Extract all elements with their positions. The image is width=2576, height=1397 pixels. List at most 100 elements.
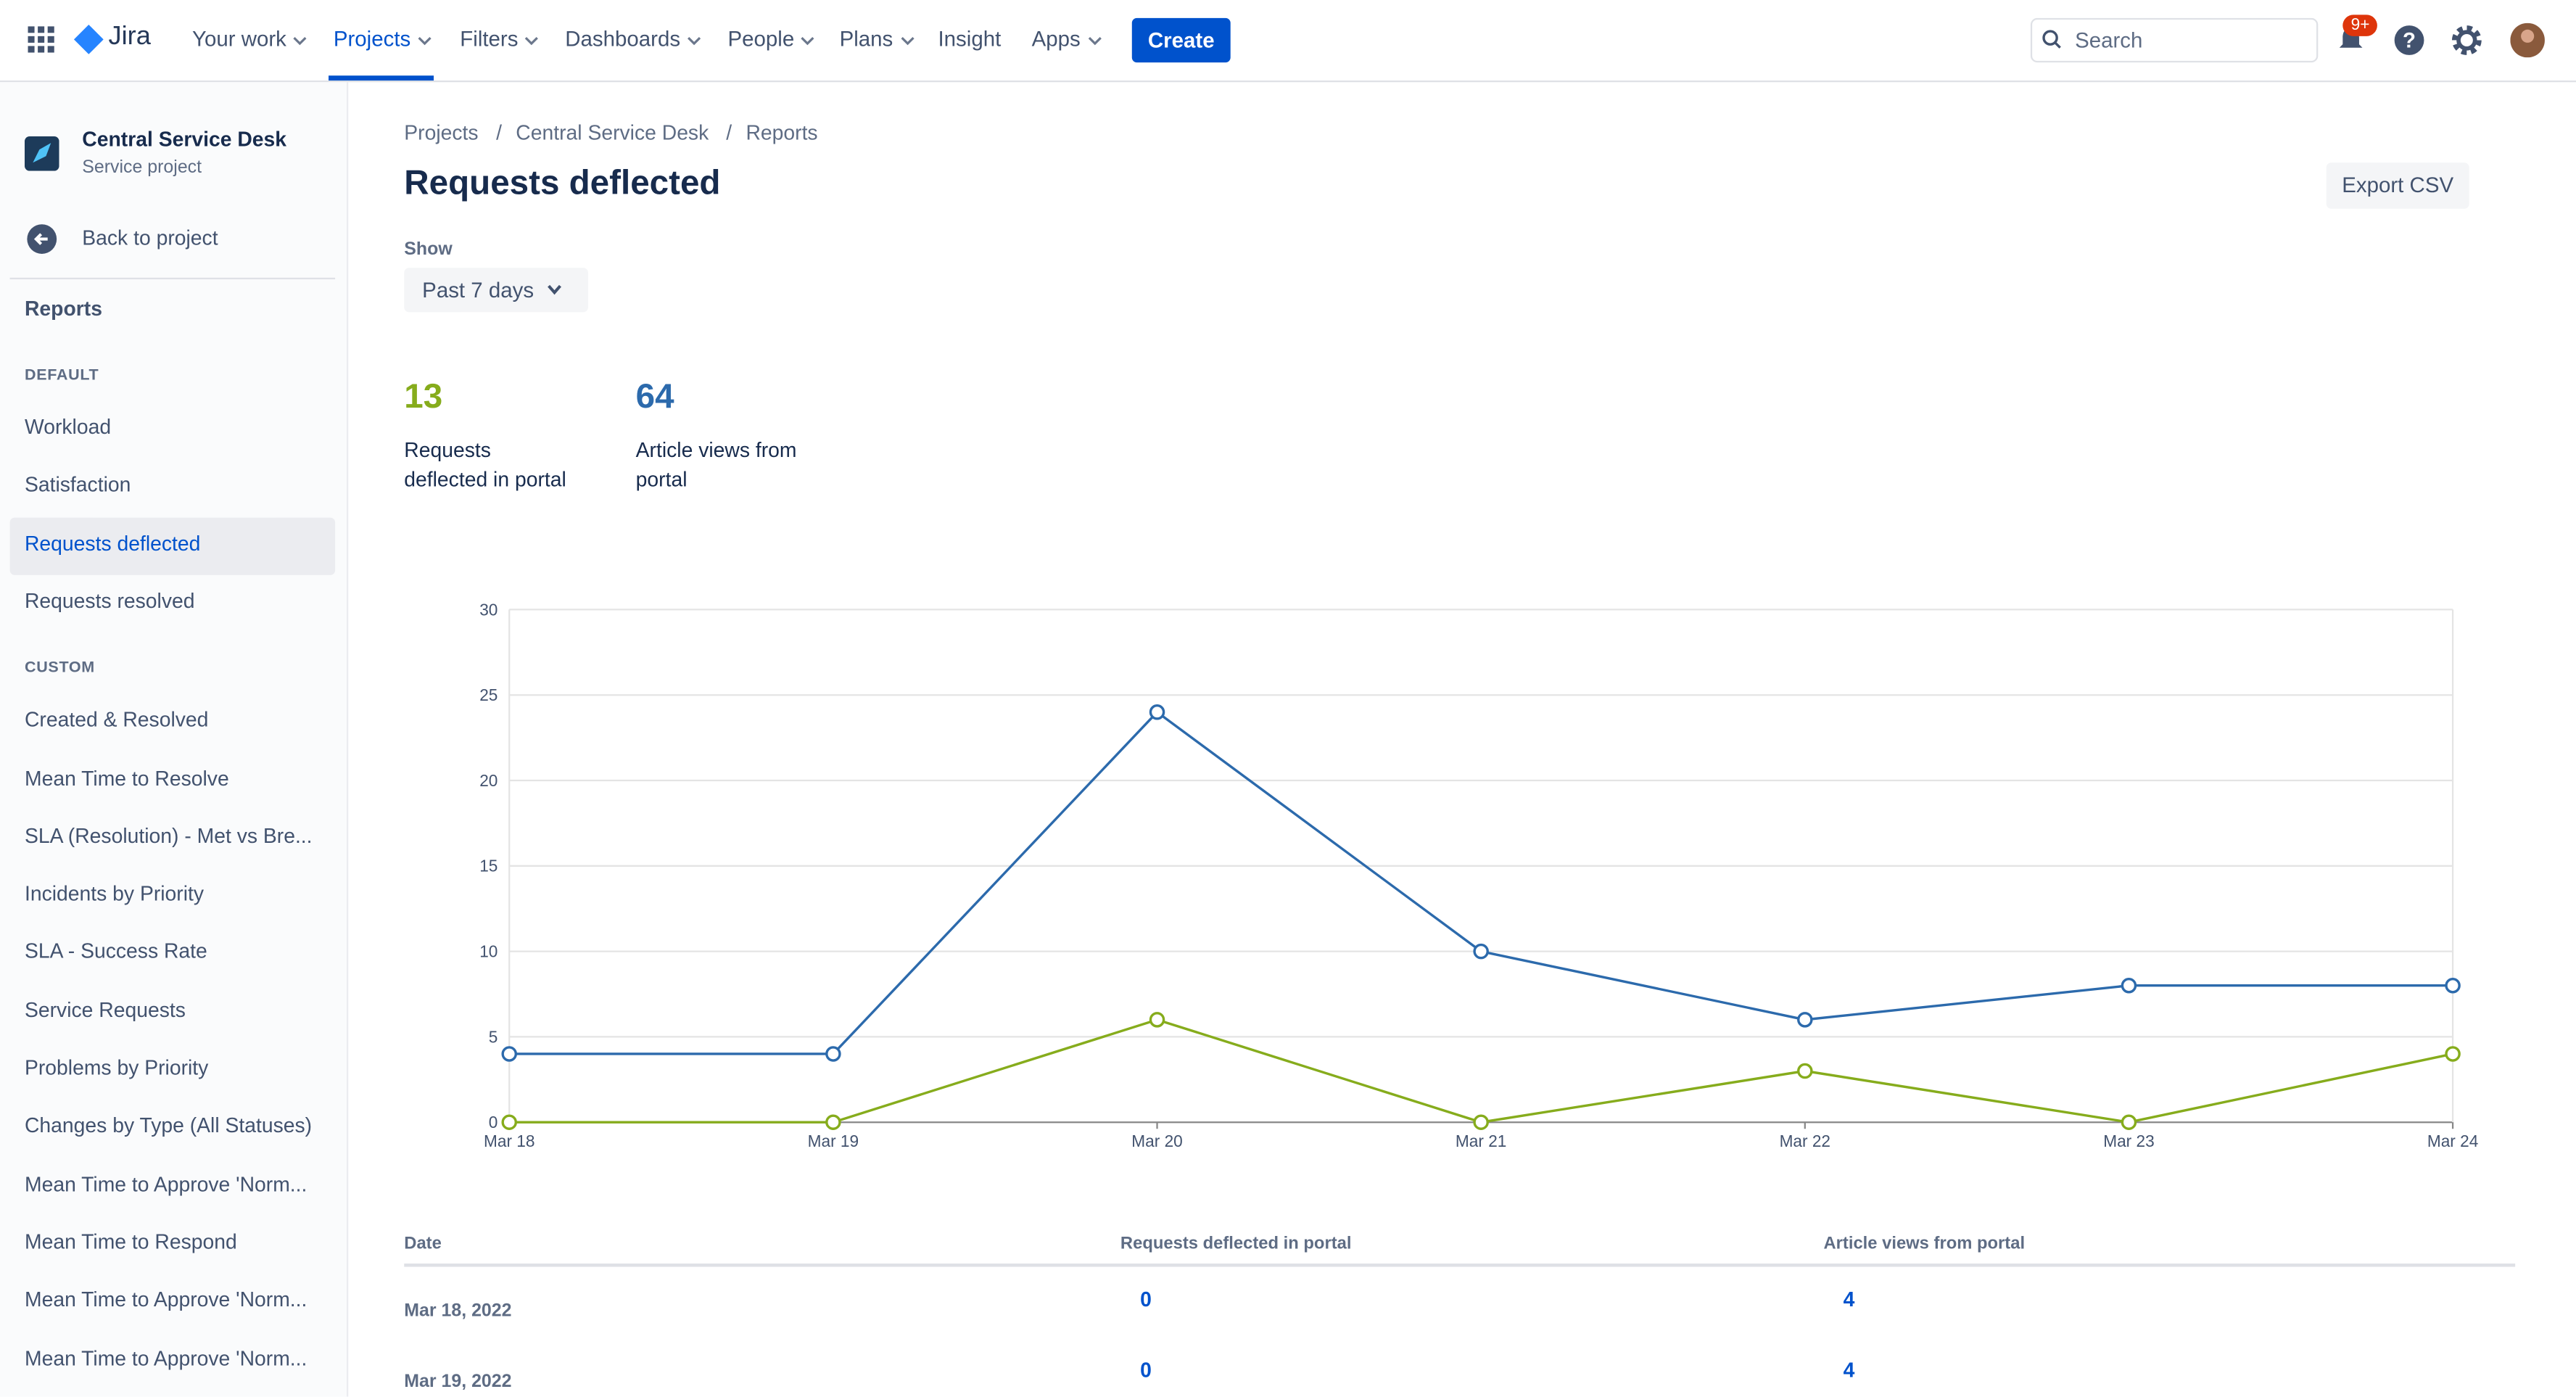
stat-label: portal [635, 467, 688, 491]
data-point [501, 1046, 518, 1062]
nav-item[interactable]: Projects [334, 26, 432, 51]
section-title: Reports [24, 297, 102, 321]
y-tick-label: 10 [479, 942, 498, 961]
chevron [801, 36, 815, 46]
show-label: Show [404, 239, 453, 260]
jira-icon[interactable] [73, 24, 104, 54]
group-header: CUSTOM [24, 659, 95, 677]
sidebar-item[interactable]: Workload [24, 416, 112, 439]
nav-item[interactable]: Plans [840, 26, 915, 51]
table-date: Mar 19, 2022 [404, 1371, 512, 1391]
sidebar-item[interactable]: Incidents by Priority [24, 882, 205, 906]
data-point [2121, 1114, 2137, 1130]
sidebar-item[interactable]: Problems by Priority [24, 1056, 209, 1080]
app-switcher[interactable] [28, 26, 57, 54]
data-point [1797, 1012, 1813, 1028]
x-tick-label: Mar 20 [1131, 1132, 1182, 1150]
breadcrumb[interactable]: Projects [404, 121, 479, 145]
table-value[interactable]: 0 [1140, 1358, 1152, 1381]
sidebar-item[interactable]: Mean Time to Approve 'Norm... [24, 1172, 307, 1196]
stat-label: Requests [404, 438, 491, 462]
x-tick-label: Mar 19 [808, 1132, 859, 1150]
chevron [525, 36, 539, 46]
data-point [825, 1114, 841, 1130]
stat-value: 13 [404, 378, 443, 416]
breadcrumb[interactable]: Central Service Desk [516, 121, 709, 145]
table-value[interactable]: 4 [1843, 1358, 1855, 1381]
chevron [688, 36, 701, 46]
sidebar-item[interactable]: Mean Time to Approve 'Norm... [24, 1288, 307, 1312]
settings-icon[interactable] [2451, 25, 2482, 56]
project-avatar [24, 136, 59, 171]
stat-value: 64 [635, 378, 674, 416]
stat-label: deflected in portal [404, 467, 566, 491]
nav-item[interactable]: Dashboards [565, 26, 701, 51]
sidebar-item[interactable]: SLA (Resolution) - Met vs Bre... [24, 824, 313, 848]
sidebar-item[interactable]: Mean Time to Approve 'Norm... [24, 1346, 307, 1370]
back-icon[interactable] [26, 223, 57, 255]
table-header: Date [404, 1234, 442, 1254]
search-box[interactable] [2030, 17, 2319, 63]
data-point [2121, 977, 2137, 994]
data-point [1149, 704, 1165, 720]
y-tick-label: 0 [489, 1113, 498, 1132]
avatar[interactable] [2510, 22, 2545, 58]
x-tick-label: Mar 21 [1456, 1132, 1506, 1150]
table-rule [404, 1264, 2516, 1267]
chevron [548, 284, 562, 295]
sidebar-item[interactable]: Requests deflected [24, 532, 201, 555]
sidebar-item[interactable]: Mean Time to Respond [24, 1230, 237, 1254]
nav-item[interactable]: Your work [192, 26, 307, 51]
nav-item[interactable]: Filters [460, 26, 540, 51]
nav-item[interactable]: People [728, 26, 816, 51]
svg-text:?: ? [2403, 29, 2416, 53]
x-tick-label: Mar 18 [484, 1132, 534, 1150]
data-point [1473, 943, 1489, 960]
breadcrumb-separator: / [496, 121, 503, 145]
breadcrumb-separator: / [726, 121, 732, 145]
nav-item[interactable]: Insight [938, 26, 1002, 51]
chevron [1087, 36, 1102, 46]
data-point [2445, 977, 2461, 994]
x-tick-label: Mar 24 [2427, 1132, 2478, 1150]
logo-text[interactable]: Jira [108, 22, 151, 51]
y-tick-label: 15 [479, 857, 498, 875]
chevron [418, 36, 432, 46]
data-point [1149, 1012, 1165, 1028]
search-placeholder: Search [2075, 28, 2143, 53]
period-value: Past 7 days [422, 277, 534, 302]
project-name: Central Service Desk [82, 128, 287, 152]
table-value[interactable]: 0 [1140, 1287, 1152, 1311]
sidebar-item[interactable]: Changes by Type (All Statuses) [24, 1114, 313, 1138]
y-tick-label: 5 [489, 1027, 498, 1046]
breadcrumb[interactable]: Reports [746, 121, 818, 145]
x-tick-label: Mar 23 [2103, 1132, 2154, 1150]
data-point [825, 1046, 841, 1062]
table-header: Requests deflected in portal [1120, 1234, 1352, 1254]
sidebar-item[interactable]: SLA - Success Rate [24, 940, 207, 964]
notification-badge: 9+ [2342, 15, 2378, 36]
sidebar-item[interactable]: Created & Resolved [24, 708, 209, 732]
y-tick-label: 25 [479, 685, 498, 704]
create-button[interactable]: Create [1131, 17, 1231, 63]
table-value[interactable]: 4 [1843, 1287, 1855, 1311]
top-nav [0, 0, 2576, 83]
sidebar-item[interactable]: Requests resolved [24, 589, 195, 613]
project-type: Service project [82, 157, 202, 178]
sidebar-item[interactable]: Satisfaction [24, 474, 131, 497]
back-link[interactable]: Back to project [82, 226, 218, 250]
nav-item[interactable]: Apps [1032, 26, 1102, 51]
help-icon[interactable]: ? [2394, 25, 2425, 56]
y-tick-label: 30 [479, 600, 498, 619]
data-point [501, 1114, 518, 1130]
sidebar-item[interactable]: Service Requests [24, 998, 186, 1022]
sidebar-item[interactable]: Mean Time to Resolve [24, 766, 229, 790]
selected-bg [9, 516, 336, 574]
series-line [509, 1018, 2453, 1124]
divider [9, 277, 336, 280]
search-icon [2042, 30, 2061, 49]
export-button[interactable]: Export CSV [2326, 162, 2469, 209]
